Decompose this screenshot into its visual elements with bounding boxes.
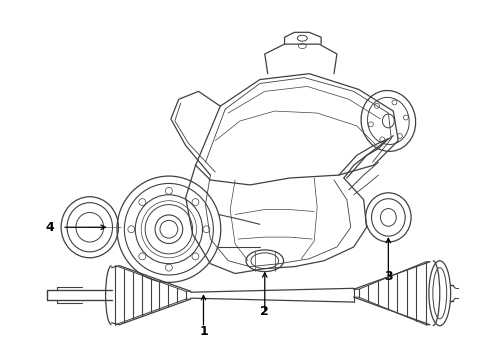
- Text: 2: 2: [260, 305, 269, 318]
- Text: 4: 4: [46, 221, 54, 234]
- Text: 1: 1: [199, 324, 208, 338]
- Ellipse shape: [160, 220, 178, 238]
- Text: 3: 3: [384, 270, 392, 283]
